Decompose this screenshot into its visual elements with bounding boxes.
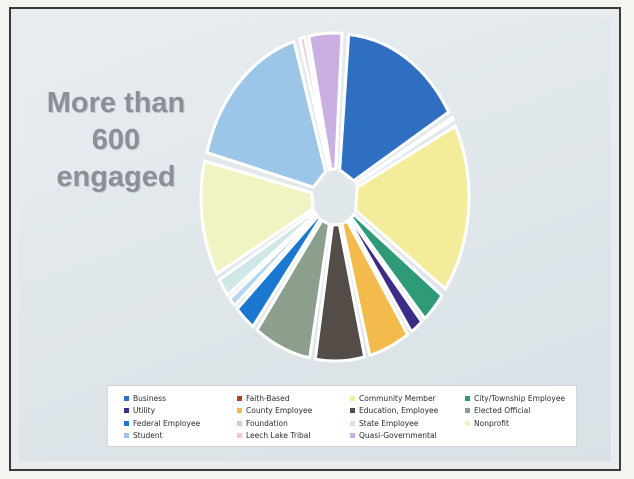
pie-slice-leech-lake-tribal xyxy=(298,35,332,172)
pie-slice-utility xyxy=(347,216,424,335)
legend-item: State Employee xyxy=(350,417,465,430)
legend-swatch xyxy=(350,395,355,401)
legend-swatch xyxy=(465,395,470,401)
legend-item: Nonprofit xyxy=(465,417,594,430)
pie-slice-faith-based xyxy=(354,115,455,186)
legend-swatch xyxy=(124,408,129,414)
legend-item: Business xyxy=(124,392,237,405)
legend-label: Foundation xyxy=(246,418,288,428)
pie-chart xyxy=(199,31,471,363)
legend-item: County Employee xyxy=(237,405,350,418)
legend-label: Student xyxy=(133,431,163,441)
pie-slice-student xyxy=(205,39,328,189)
headline-line-2: 600 xyxy=(91,124,141,156)
legend-swatch xyxy=(237,408,242,414)
legend-label: Federal Employee xyxy=(133,418,201,428)
chart-legend: Business Faith-Based Community Member City/… xyxy=(107,385,577,447)
legend-swatch xyxy=(124,433,129,439)
legend-swatch xyxy=(124,420,129,426)
headline-line-3: engaged xyxy=(56,161,176,193)
legend-swatch xyxy=(237,420,242,426)
legend-item: Federal Employee xyxy=(124,417,237,430)
legend-label: County Employee xyxy=(246,406,313,416)
legend-swatch xyxy=(465,408,470,414)
pie-slice-state-employee xyxy=(217,209,318,298)
legend-label: Nonprofit xyxy=(474,418,509,428)
pie-slice-community-member xyxy=(354,123,471,292)
pie-slice-business xyxy=(338,32,451,183)
legend-item: Foundation xyxy=(237,417,350,430)
legend-item: City/Township Employee xyxy=(465,392,594,405)
legend-label: Quasi-Governmental xyxy=(359,431,437,441)
legend-label: Leech Lake Tribal xyxy=(246,431,311,441)
legend-swatch xyxy=(350,420,355,426)
legend-item: Education, Employee xyxy=(350,405,465,418)
legend-label: Utility xyxy=(133,406,156,416)
legend-label: Education, Employee xyxy=(359,406,439,416)
legend-swatch xyxy=(350,433,355,439)
pie-slice-federal-employee xyxy=(235,214,322,330)
pie-slice-foundation xyxy=(227,212,319,308)
legend-swatch xyxy=(350,408,355,414)
legend-swatch xyxy=(237,433,242,439)
legend-item: Quasi-Governmental xyxy=(350,430,465,443)
headline-line-1: More than xyxy=(46,87,186,119)
pie-slice-quasi-governmental xyxy=(307,31,344,171)
legend-item: Faith-Based xyxy=(237,392,350,405)
legend-label: Community Member xyxy=(359,393,436,403)
legend-label: City/Township Employee xyxy=(474,393,566,403)
legend-item: Elected Official xyxy=(465,405,594,418)
pie-slice-city-township-employee xyxy=(349,212,444,322)
legend-label: State Employee xyxy=(359,418,419,428)
legend-swatch xyxy=(124,395,129,401)
legend-swatch xyxy=(237,395,242,401)
pie-slice-county-employee xyxy=(340,219,410,358)
legend-item: Leech Lake Tribal xyxy=(237,430,350,443)
pie-slice-nonprofit xyxy=(199,159,315,277)
slide-frame: More than 600 engaged Business Faith-Base… xyxy=(9,7,621,471)
legend-label: Business xyxy=(133,393,167,403)
legend-label: Elected Official xyxy=(474,406,531,416)
headline: More than 600 engaged xyxy=(31,85,201,196)
pie-slice-education-employee xyxy=(313,223,367,363)
legend-item: Student xyxy=(124,430,237,443)
legend-item: Community Member xyxy=(350,392,465,405)
pie-slice-elected-official xyxy=(255,218,332,360)
legend-label: Faith-Based xyxy=(246,393,290,403)
legend-item: Utility xyxy=(124,405,237,418)
slide: More than 600 engaged Business Faith-Base… xyxy=(19,17,611,461)
legend-swatch xyxy=(465,420,470,426)
